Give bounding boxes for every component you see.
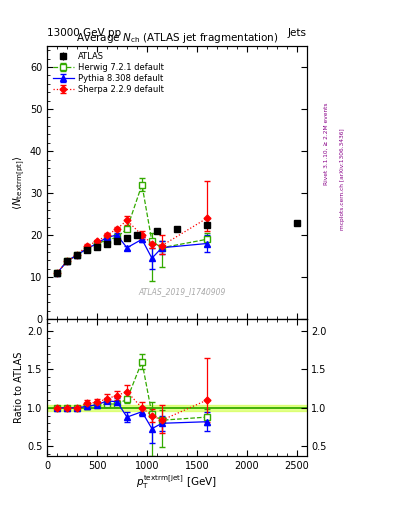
Text: ATLAS_2019_I1740909: ATLAS_2019_I1740909 [138, 287, 226, 296]
Title: Average $N_{\rm ch}$ (ATLAS jet fragmentation): Average $N_{\rm ch}$ (ATLAS jet fragment… [75, 31, 278, 45]
Text: 13000 GeV pp: 13000 GeV pp [47, 28, 121, 38]
Text: Rivet 3.1.10, ≥ 2.2M events: Rivet 3.1.10, ≥ 2.2M events [324, 102, 329, 185]
Y-axis label: Ratio to ATLAS: Ratio to ATLAS [14, 352, 24, 423]
X-axis label: $p_{\rm T}^{\rm textrm[jet]}$ [GeV]: $p_{\rm T}^{\rm textrm[jet]}$ [GeV] [136, 473, 217, 491]
Text: Jets: Jets [288, 28, 307, 38]
Y-axis label: $\langle N_{\rm textrm[pt]}\rangle$: $\langle N_{\rm textrm[pt]}\rangle$ [11, 155, 27, 210]
Legend: ATLAS, Herwig 7.2.1 default, Pythia 8.308 default, Sherpa 2.2.9 default: ATLAS, Herwig 7.2.1 default, Pythia 8.30… [51, 50, 165, 96]
Text: mcplots.cern.ch [arXiv:1306.3436]: mcplots.cern.ch [arXiv:1306.3436] [340, 129, 345, 230]
Bar [47, 405, 307, 411]
